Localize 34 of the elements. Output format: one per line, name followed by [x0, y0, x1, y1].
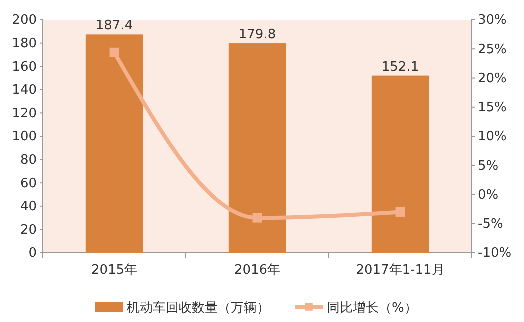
x-tick-label: 2017年1-11月	[356, 263, 445, 278]
y-tick-label: 160	[12, 60, 37, 75]
y2-tick-label: -10%	[478, 246, 512, 262]
y-tick-label: 120	[12, 106, 37, 122]
y-tick-label: 180	[12, 36, 37, 52]
data-label: 152.1	[382, 60, 420, 75]
x-tick-label: 2015年	[91, 263, 138, 278]
point	[252, 213, 262, 223]
bar	[86, 34, 144, 253]
y-tick-label: 140	[12, 83, 37, 98]
y2-tick-label: 10%	[478, 130, 507, 145]
y-tick-label: 60	[20, 176, 37, 192]
bar	[372, 76, 430, 253]
y2-tick-label: 5%	[478, 158, 499, 174]
legend-label: 同比增长（%）	[327, 301, 418, 316]
legend-label: 机动车回收数量（万辆）	[127, 301, 270, 316]
y-tick-label: 0	[28, 246, 37, 262]
y2-tick-label: 25%	[478, 42, 507, 58]
y2-tick-label: 20%	[478, 71, 507, 86]
y-tick-label: 100	[12, 130, 37, 145]
y-tick-label: 80	[20, 152, 37, 168]
y-tick-label: 200	[12, 13, 37, 28]
y2-tick-label: 30%	[478, 13, 507, 28]
data-label: 179.8	[238, 28, 276, 43]
x-tick-label: 2016年	[234, 263, 281, 278]
bar	[228, 44, 286, 253]
point	[110, 48, 120, 58]
data-label: 187.4	[96, 18, 134, 34]
y-tick-label: 20	[20, 222, 37, 238]
y2-tick-label: -5%	[478, 217, 504, 232]
point	[396, 207, 406, 217]
y2-tick-label: 15%	[478, 100, 507, 116]
y-tick-label: 40	[20, 200, 37, 215]
y2-tick-label: 0%	[478, 188, 499, 203]
